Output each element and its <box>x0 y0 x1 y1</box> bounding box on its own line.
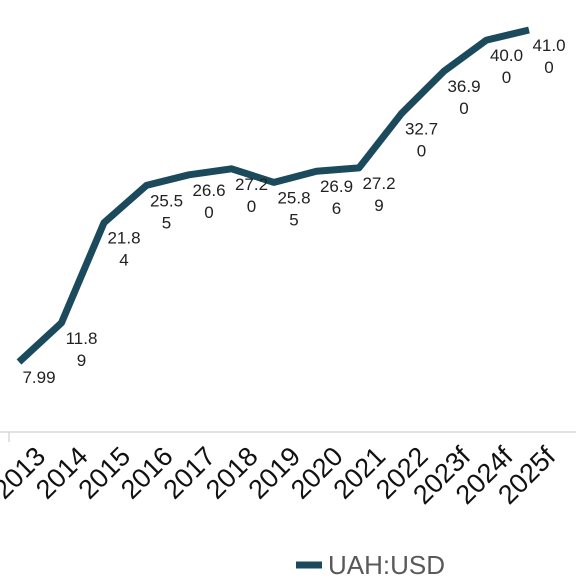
data-label: 25.5 5 <box>150 191 183 232</box>
legend-label: UAH:USD <box>328 550 445 580</box>
data-labels: 7.99 11.8 9 21.8 4 25.5 5 26.6 0 27.2 0 25.8 5 26.9 6 2… <box>22 36 565 387</box>
data-label: 11.8 9 <box>66 329 98 370</box>
data-label: 32.7 0 <box>405 120 438 161</box>
data-label: 27.2 9 <box>362 174 395 215</box>
data-label: 40.0 0 <box>490 46 523 87</box>
data-label: 36.9 0 <box>447 77 480 118</box>
legend: UAH:USD <box>296 550 445 580</box>
data-label: 26.6 0 <box>192 181 225 222</box>
data-label: 27.2 0 <box>235 175 268 216</box>
x-tick-labels: 2013201420152016201720182019202020212022… <box>0 441 562 510</box>
data-label: 7.99 <box>22 368 55 387</box>
data-label: 26.9 6 <box>320 177 353 218</box>
data-label: 41.0 0 <box>532 36 565 77</box>
series-line-uah-usd <box>16 26 530 365</box>
data-label: 21.8 4 <box>107 229 140 270</box>
data-label: 25.8 5 <box>277 188 310 229</box>
